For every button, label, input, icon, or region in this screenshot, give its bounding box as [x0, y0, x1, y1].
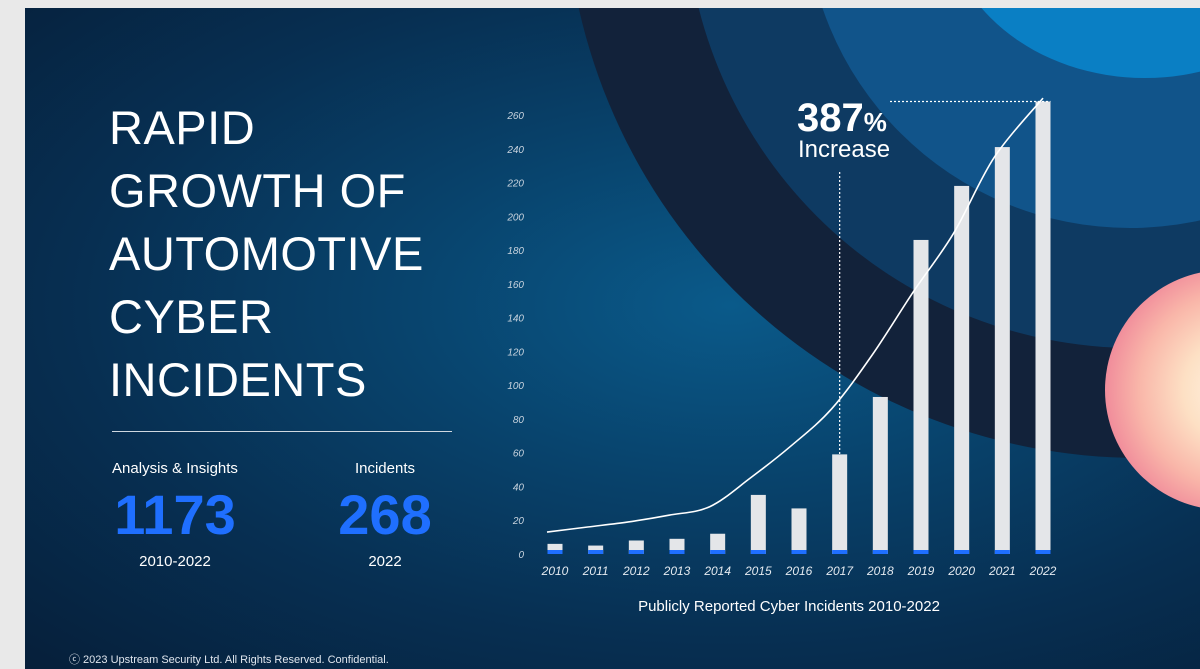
bar-base: [832, 550, 848, 554]
y-axis: 0 20 40 60 80 100 120 140 160 180 200 220 240 260: [506, 111, 524, 561]
bar-base: [588, 550, 604, 554]
annotation-text: Increase: [798, 136, 890, 163]
y-tick-label: 240: [506, 145, 524, 156]
footer-copyright: ⓒ 2023 Upstream Security Ltd. All Rights…: [69, 654, 389, 666]
stat-analysis: Analysis & Insights 1173 2010-2022: [105, 460, 245, 570]
slide-title: RAPID GROWTH OF AUTOMOTIVE CYBER INCIDEN…: [109, 101, 424, 406]
bar-2018: [872, 396, 888, 554]
y-tick-label: 220: [506, 179, 524, 190]
bar-base: [628, 550, 644, 554]
stat-label: Incidents: [354, 460, 416, 477]
bar-base: [913, 550, 929, 554]
y-tick-label: 200: [506, 212, 524, 223]
bar-2016: [791, 508, 807, 554]
y-tick-label: 40: [513, 482, 525, 493]
bar-base: [791, 550, 807, 554]
y-tick-label: 120: [507, 347, 524, 358]
bar-2019: [913, 239, 929, 554]
bar-2014: [710, 533, 726, 554]
y-tick-label: 0: [518, 550, 524, 561]
chart-title: Publicly Reported Cyber Incidents 2010-2…: [638, 598, 940, 615]
y-tick-label: 80: [513, 415, 525, 426]
bar-2021: [994, 147, 1010, 555]
y-tick-label: 180: [507, 246, 524, 257]
x-tick-label: 2019: [907, 564, 935, 578]
x-tick-label: 2011: [582, 564, 609, 578]
x-tick-label: 2013: [663, 564, 691, 578]
bar-base: [1035, 550, 1051, 554]
x-tick-label: 2014: [703, 564, 731, 578]
bar-2020: [954, 185, 970, 554]
x-tick-label: 2018: [866, 564, 894, 578]
bar-2015: [750, 494, 766, 554]
y-tick-label: 20: [512, 516, 525, 527]
stat-label: Analysis & Insights: [112, 460, 238, 477]
y-tick-label: 140: [507, 314, 524, 325]
x-tick-label: 2017: [825, 564, 854, 578]
y-tick-label: 100: [507, 381, 524, 392]
bar-2017: [832, 454, 848, 554]
stat-sub: 2010-2022: [139, 553, 211, 570]
y-tick-label: 60: [513, 449, 525, 460]
x-axis: 2010 2011 2012 2013 2014 2015 2016 2017 2018 2019…: [541, 564, 1057, 578]
x-tick-label: 2010: [541, 564, 569, 578]
x-tick-label: 2022: [1029, 564, 1057, 578]
stat-incidents: Incidents 268 2022: [325, 460, 445, 570]
y-tick-label: 260: [506, 111, 524, 122]
x-tick-label: 2020: [947, 564, 975, 578]
bar-2010: [547, 543, 563, 554]
x-tick-label: 2015: [744, 564, 772, 578]
bar-base: [994, 550, 1010, 554]
bars: [547, 101, 1051, 555]
bar-base: [750, 550, 766, 554]
bar-2022: [1035, 101, 1051, 554]
bar-base: [710, 550, 726, 554]
stat-value: 268: [338, 483, 432, 546]
bar-2011: [588, 545, 604, 554]
y-tick-label: 160: [507, 280, 524, 291]
x-tick-label: 2016: [785, 564, 813, 578]
bar-base: [954, 550, 970, 554]
x-tick-label: 2012: [622, 564, 650, 578]
bar-base: [872, 550, 888, 554]
stat-sub: 2022: [368, 553, 402, 570]
divider: [112, 431, 452, 432]
annotation-value: 387%: [797, 96, 887, 140]
x-tick-label: 2021: [988, 564, 1016, 578]
bar-base: [547, 550, 563, 554]
trend-line: [546, 97, 1044, 533]
stat-value: 1173: [114, 483, 236, 546]
bar-base: [669, 550, 685, 554]
